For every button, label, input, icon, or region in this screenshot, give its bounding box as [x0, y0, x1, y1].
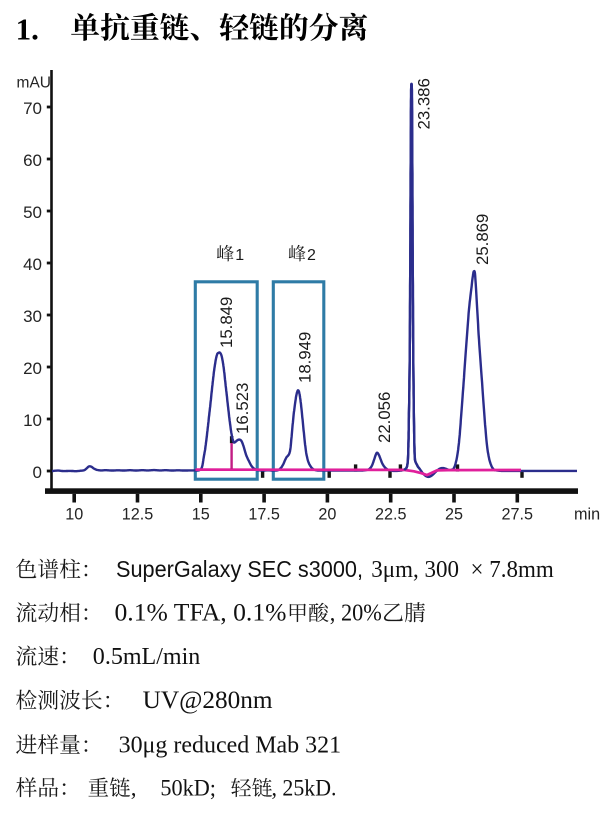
svg-text:UV@280nm: UV@280nm: [143, 687, 273, 714]
svg-text:SuperGalaxy SEC s3000,: SuperGalaxy SEC s3000,: [116, 556, 363, 582]
svg-text:2: 2: [307, 247, 316, 264]
svg-text:10: 10: [65, 506, 83, 524]
svg-text:70: 70: [23, 99, 42, 118]
svg-text:25: 25: [445, 506, 463, 524]
svg-text:40: 40: [23, 255, 42, 274]
svg-text:18.949: 18.949: [296, 332, 315, 383]
svg-text:20: 20: [23, 359, 42, 378]
svg-text:15: 15: [192, 506, 210, 524]
svg-text:22.056: 22.056: [375, 392, 394, 443]
svg-text:min: min: [574, 506, 600, 524]
svg-text:16.523: 16.523: [233, 383, 252, 434]
svg-text:0.5mL/min: 0.5mL/min: [93, 643, 201, 670]
svg-text:, 20%: , 20%: [330, 600, 382, 627]
svg-text:15.849: 15.849: [217, 297, 236, 348]
svg-text:22.5: 22.5: [375, 506, 407, 524]
svg-text:1: 1: [235, 247, 244, 264]
svg-text:3μm, 300 × 7.8mm: 3μm, 300 × 7.8mm: [371, 556, 554, 583]
svg-text:50kD;: 50kD;: [160, 776, 216, 801]
svg-text:27.5: 27.5: [502, 506, 534, 524]
svg-text:1.: 1.: [16, 12, 39, 47]
svg-text:23.386: 23.386: [415, 78, 434, 129]
svg-text:0: 0: [33, 463, 42, 482]
svg-text:0.1% TFA, 0.1%: 0.1% TFA, 0.1%: [115, 600, 287, 627]
svg-text:50: 50: [23, 203, 42, 222]
svg-text:30μg reduced Mab 321: 30μg reduced Mab 321: [119, 732, 342, 759]
svg-text:30: 30: [23, 307, 42, 326]
svg-text:25.869: 25.869: [473, 214, 492, 265]
svg-text:12.5: 12.5: [122, 506, 154, 524]
svg-text:,: ,: [131, 776, 137, 801]
svg-text:60: 60: [23, 151, 42, 170]
svg-text:17.5: 17.5: [248, 506, 280, 524]
svg-text:mAU: mAU: [17, 75, 51, 92]
svg-text:10: 10: [23, 411, 42, 430]
svg-text:20: 20: [318, 506, 336, 524]
svg-text:, 25kD.: , 25kD.: [272, 776, 337, 801]
